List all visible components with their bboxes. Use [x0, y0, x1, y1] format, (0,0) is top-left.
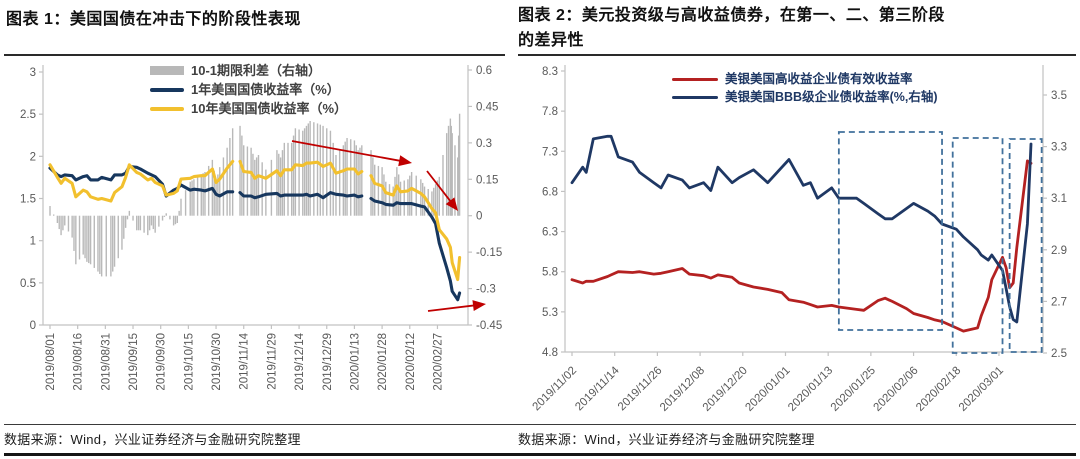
svg-text:2019/10/30: 2019/10/30 — [211, 333, 223, 391]
svg-text:6.3: 6.3 — [542, 227, 558, 239]
svg-text:2020/02/18: 2020/02/18 — [914, 365, 963, 414]
svg-text:2.5: 2.5 — [1051, 348, 1067, 360]
fig2-source: 数据来源：Wind，兴业证券经济与金融研究院整理 — [518, 432, 815, 447]
fig1-source: 数据来源：Wind，兴业证券经济与金融研究院整理 — [4, 432, 301, 447]
svg-text:2019/12/08: 2019/12/08 — [658, 365, 707, 414]
source-divider-rule — [4, 424, 1076, 425]
annotation-arrow — [427, 300, 486, 312]
svg-text:0.5: 0.5 — [20, 278, 36, 290]
svg-text:3.3: 3.3 — [1051, 142, 1067, 154]
svg-text:2019/12/29: 2019/12/29 — [322, 333, 334, 391]
svg-text:2019/08/16: 2019/08/16 — [73, 333, 85, 391]
bar-swatch-icon — [150, 66, 184, 75]
svg-text:2019/10/15: 2019/10/15 — [183, 333, 195, 391]
svg-text:2.9: 2.9 — [1051, 245, 1067, 257]
svg-text:7.3: 7.3 — [542, 146, 558, 158]
svg-text:2019/11/02: 2019/11/02 — [531, 365, 580, 414]
svg-text:3.5: 3.5 — [1051, 90, 1067, 102]
annotation-arrow — [426, 170, 458, 211]
svg-text:0.45: 0.45 — [476, 101, 498, 113]
fig2-title-line2: 的差异性 — [518, 32, 585, 49]
svg-text:3: 3 — [30, 67, 36, 79]
svg-text:7.8: 7.8 — [542, 106, 558, 118]
svg-text:0.15: 0.15 — [476, 174, 498, 186]
svg-text:2020/02/12: 2020/02/12 — [405, 333, 417, 391]
svg-text:2019/11/29: 2019/11/29 — [266, 333, 278, 390]
svg-text:-0.3: -0.3 — [476, 284, 496, 296]
fig1-title-rule — [4, 54, 505, 56]
fig1-plot-line — [48, 164, 462, 302]
fig2-plot-line — [570, 134, 1033, 324]
svg-text:0.3: 0.3 — [476, 138, 492, 150]
bottom-rule — [4, 453, 1076, 456]
svg-text:1: 1 — [30, 236, 36, 248]
svg-text:-0.45: -0.45 — [476, 320, 502, 332]
fig2-plot-frame — [561, 65, 1047, 356]
fig2-legend: 美银美国高收益企业债有效收益率 美银美国BBB级企业债收益率(%,右轴) — [672, 70, 938, 106]
svg-text:2020/01/25: 2020/01/25 — [829, 365, 878, 414]
fig1-legend: 10-1期限利差（右轴） 1年美国国债收益率（%） 10年美国国债收益率（%） — [150, 61, 347, 118]
fig1-plot-line — [48, 159, 462, 282]
fig2-title-rule — [518, 54, 1076, 56]
svg-text:0: 0 — [476, 211, 482, 223]
svg-text:2: 2 — [30, 151, 36, 163]
svg-text:-0.15: -0.15 — [476, 247, 502, 259]
svg-text:2020/01/13: 2020/01/13 — [786, 365, 835, 414]
svg-text:2020/01/01: 2020/01/01 — [743, 365, 792, 414]
svg-text:2020/01/28: 2020/01/28 — [377, 333, 389, 391]
svg-text:2019/11/14: 2019/11/14 — [239, 332, 251, 389]
svg-text:2019/09/15: 2019/09/15 — [128, 333, 140, 391]
svg-text:2020/01/13: 2020/01/13 — [349, 333, 361, 391]
stage-box — [951, 137, 1004, 354]
fig2-plot-line — [570, 159, 1033, 333]
svg-text:2019/08/01: 2019/08/01 — [45, 333, 57, 391]
fig2-title: 图表 2：美元投资级与高收益债券，在第一、二、第三阶段 的差异性 — [518, 3, 1078, 53]
legend-item: 10-1期限利差（右轴） — [150, 61, 347, 80]
line-swatch-icon — [150, 106, 184, 111]
svg-text:2019/11/26: 2019/11/26 — [616, 365, 665, 414]
svg-text:2.7: 2.7 — [1051, 296, 1067, 308]
svg-text:2019/12/14: 2019/12/14 — [294, 332, 306, 390]
svg-text:2020/02/06: 2020/02/06 — [872, 365, 921, 414]
line-swatch-icon — [672, 95, 718, 99]
stage-box — [1008, 138, 1043, 353]
svg-text:3.1: 3.1 — [1051, 193, 1067, 205]
svg-text:6.8: 6.8 — [542, 186, 558, 198]
legend-label: 美银美国高收益企业债有效收益率 — [725, 71, 913, 86]
svg-text:5.8: 5.8 — [542, 267, 558, 279]
legend-label: 10-1期限利差（右轴） — [191, 63, 322, 78]
fig2-title-line1: 图表 2：美元投资级与高收益债券，在第一、二、第三阶段 — [518, 7, 945, 24]
stage-box — [837, 131, 943, 331]
svg-text:2019/11/14: 2019/11/14 — [573, 364, 622, 413]
line-swatch-icon — [150, 87, 184, 92]
svg-text:0: 0 — [30, 320, 36, 332]
svg-text:2.5: 2.5 — [20, 109, 36, 121]
fig1-plot-bars — [49, 113, 461, 277]
legend-label: 10年美国国债收益率（%） — [191, 101, 348, 116]
legend-item: 美银美国BBB级企业债收益率(%,右轴) — [672, 88, 938, 106]
svg-text:0.6: 0.6 — [476, 65, 492, 77]
svg-text:4.8: 4.8 — [542, 347, 558, 359]
fig1-title: 图表 1：美国国债在冲击下的阶段性表现 — [6, 11, 301, 28]
svg-text:2019/12/20: 2019/12/20 — [701, 365, 750, 414]
legend-label: 1年美国国债收益率（%） — [191, 82, 340, 97]
svg-text:2019/08/31: 2019/08/31 — [100, 333, 112, 391]
svg-text:8.3: 8.3 — [542, 66, 558, 78]
svg-text:5.3: 5.3 — [542, 307, 558, 319]
svg-text:2020/02/27: 2020/02/27 — [432, 333, 444, 391]
legend-item: 1年美国国债收益率（%） — [150, 80, 347, 99]
annotation-arrow — [291, 140, 412, 167]
legend-item: 美银美国高收益企业债有效收益率 — [672, 70, 938, 88]
line-swatch-icon — [672, 77, 718, 81]
fig2-plot: 8.3 7.8 7.3 6.8 6.3 5.8 5.3 4.8 3.5 3.3 3.1 2.9 2.7 2… — [531, 65, 1067, 414]
svg-text:2019/09/30: 2019/09/30 — [156, 333, 168, 391]
legend-label: 美银美国BBB级企业债收益率(%,右轴) — [725, 89, 938, 104]
svg-text:2020/03/01: 2020/03/01 — [957, 365, 1006, 414]
legend-item: 10年美国国债收益率（%） — [150, 99, 347, 118]
svg-text:1.5: 1.5 — [20, 194, 36, 206]
